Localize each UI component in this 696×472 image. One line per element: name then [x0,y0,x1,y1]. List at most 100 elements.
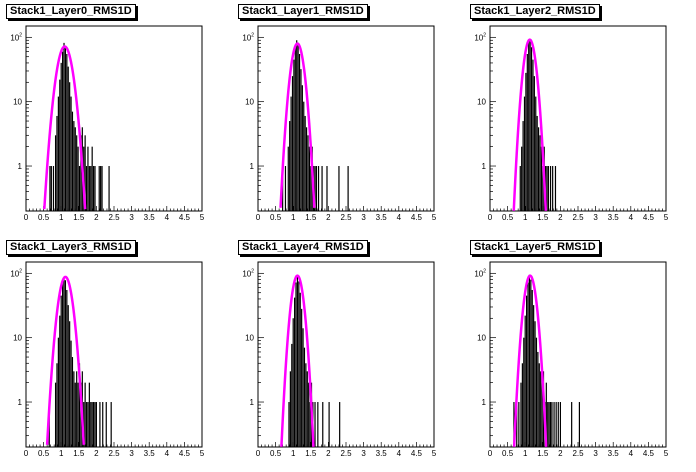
x-tick-label: 1 [523,213,528,222]
x-tick-label: 1.5 [305,213,317,222]
x-tick-label: 2.5 [572,213,584,222]
x-tick-label: 0 [488,213,493,222]
x-tick-label: 3.5 [608,213,620,222]
x-tick-label: 1.5 [537,213,549,222]
y-tick-label: 102 [474,268,486,278]
x-tick-label: 3.5 [144,449,156,458]
plot-layer1: 0 0.5 1 1.5 2 2.5 3 3.5 4 4.5 5 1 10 102 [242,25,437,222]
x-tick-label: 3 [361,213,366,222]
x-tick-label: 2 [326,213,331,222]
x-tick-label: 0.5 [502,449,514,458]
plot-layer0: 0 0.5 1 1.5 2 2.5 3 3.5 4 4.5 5 1 10 102 [10,25,205,222]
x-tick-label: 1 [291,213,296,222]
x-tick-label: 3 [361,449,366,458]
x-tick-label: 5 [664,449,669,458]
x-tick-label: 0.5 [502,213,514,222]
y-tick-label: 1 [250,162,255,171]
x-tick-label: 2 [326,449,331,458]
gaussian-fit-curve [280,274,315,447]
x-tick-label: 3.5 [376,449,388,458]
y-tick-label: 10 [245,334,254,343]
x-tick-label: 2.5 [108,213,120,222]
y-tick-label: 1 [250,398,255,407]
x-tick-label: 0.5 [270,449,282,458]
x-tick-label: 0 [24,449,29,458]
x-tick-label: 5 [432,449,437,458]
x-tick-label: 3 [129,213,134,222]
x-tick-label: 4.5 [643,449,655,458]
x-tick-label: 2.5 [108,449,120,458]
x-tick-label: 4.5 [179,213,191,222]
x-tick-label: 1.5 [73,213,85,222]
chart-panel-layer3: 0 0.5 1 1.5 2 2.5 3 3.5 4 4.5 5 1 10 102 Stack1_Layer… [0,236,232,472]
chart-title: Stack1_Layer5_RMS1D [470,240,600,255]
x-tick-label: 3.5 [608,449,620,458]
x-tick-label: 0 [24,213,29,222]
chart-title: Stack1_Layer1_RMS1D [238,4,368,19]
chart-title: Stack1_Layer3_RMS1D [6,240,136,255]
x-tick-label: 2 [558,449,563,458]
chart-panel-layer5: 0 0.5 1 1.5 2 2.5 3 3.5 4 4.5 5 1 10 102 Stack1_Layer… [464,236,696,472]
x-tick-label: 4.5 [179,449,191,458]
x-tick-label: 4.5 [643,213,655,222]
x-tick-label: 1 [523,449,528,458]
x-tick-label: 0 [488,449,493,458]
y-tick-label: 10 [13,98,22,107]
x-tick-label: 3 [593,449,598,458]
x-tick-label: 2.5 [340,213,352,222]
x-tick-label: 4 [165,449,170,458]
x-tick-label: 1.5 [537,449,549,458]
x-tick-label: 2 [94,213,99,222]
chart-title: Stack1_Layer0_RMS1D [6,4,136,19]
gaussian-fit-curve [43,45,87,210]
y-tick-label: 102 [242,268,254,278]
y-tick-label: 102 [474,32,486,42]
x-tick-label: 3 [593,213,598,222]
x-tick-label: 5 [664,213,669,222]
plot-frame [257,261,435,448]
plot-layer4: 0 0.5 1 1.5 2 2.5 3 3.5 4 4.5 5 1 10 102 [242,261,437,458]
x-tick-label: 0.5 [38,213,50,222]
x-tick-label: 3 [129,449,134,458]
x-tick-label: 1 [291,449,296,458]
x-tick-label: 0.5 [270,213,282,222]
x-tick-label: 5 [200,449,205,458]
x-tick-label: 4 [629,213,634,222]
x-tick-label: 4 [397,449,402,458]
x-tick-label: 3.5 [376,213,388,222]
x-tick-label: 4.5 [411,213,423,222]
x-tick-label: 0 [256,213,261,222]
x-tick-label: 3.5 [144,213,156,222]
plot-frame [257,25,435,212]
chart-panel-layer4: 0 0.5 1 1.5 2 2.5 3 3.5 4 4.5 5 1 10 102 Stack1_Layer… [232,236,464,472]
x-tick-label: 4 [397,213,402,222]
gaussian-fit-curve [279,42,316,208]
x-tick-label: 5 [432,213,437,222]
y-tick-label: 1 [482,162,487,171]
plot-layer3: 0 0.5 1 1.5 2 2.5 3 3.5 4 4.5 5 1 10 102 [10,261,205,458]
x-tick-label: 1 [59,449,64,458]
y-tick-label: 10 [477,98,486,107]
chart-title: Stack1_Layer4_RMS1D [238,240,368,255]
gaussian-fit-curve [512,38,548,211]
x-tick-label: 2 [94,449,99,458]
plot-layer2: 0 0.5 1 1.5 2 2.5 3 3.5 4 4.5 5 1 10 102 [474,25,669,222]
chart-panel-layer0: 0 0.5 1 1.5 2 2.5 3 3.5 4 4.5 5 1 10 102 Stack1_Layer… [0,0,232,236]
chart-title: Stack1_Layer2_RMS1D [470,4,600,19]
plot-frame [25,25,203,212]
y-tick-label: 1 [18,398,23,407]
y-tick-label: 10 [477,334,486,343]
x-tick-label: 4 [629,449,634,458]
x-tick-label: 0 [256,449,261,458]
plot-frame [489,25,667,212]
y-tick-label: 1 [18,162,23,171]
x-tick-label: 4 [165,213,170,222]
x-tick-label: 4.5 [411,449,423,458]
y-tick-label: 102 [10,32,22,42]
x-tick-label: 1.5 [73,449,85,458]
x-tick-label: 2.5 [572,449,584,458]
y-tick-label: 102 [10,268,22,278]
gaussian-fit-curve [512,274,548,447]
plot-layer5: 0 0.5 1 1.5 2 2.5 3 3.5 4 4.5 5 1 10 102 [474,261,669,458]
